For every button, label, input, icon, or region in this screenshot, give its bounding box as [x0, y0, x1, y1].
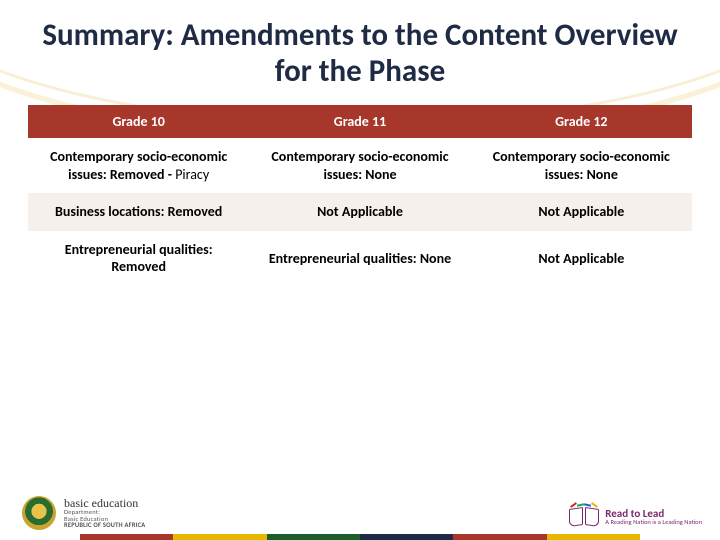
footer-stripe-bar: [80, 534, 640, 540]
table-row: Business locations: Removed Not Applicab…: [28, 193, 692, 231]
table-col-grade11: Grade 11: [249, 105, 470, 138]
cell-r1-g11: Contemporary socio-economic issues: None: [249, 138, 470, 193]
stripe: [547, 534, 640, 540]
slide-footer: basic education Department: Basic Educat…: [0, 478, 720, 540]
table-row: Contemporary socio-economic issues: Remo…: [28, 138, 692, 193]
stripe: [80, 534, 173, 540]
campaign-text: Read to Lead A Reading Nation is a Leadi…: [605, 508, 702, 526]
amendments-table: Grade 10 Grade 11 Grade 12 Contemporary …: [28, 105, 692, 286]
gov-logo-text: basic education Department: Basic Educat…: [64, 497, 145, 529]
campaign-tagline: A Reading Nation is a Leading Nation: [605, 519, 702, 526]
cell-r1-g12: Contemporary socio-economic issues: None: [471, 138, 692, 193]
cell-r2-g11: Not Applicable: [249, 193, 470, 231]
table-col-grade10: Grade 10: [28, 105, 249, 138]
slide-title: Summary: Amendments to the Content Overv…: [0, 0, 720, 97]
stripe: [173, 534, 266, 540]
table-row: Entrepreneurial qualities: Removed Entre…: [28, 231, 692, 286]
stripe: [360, 534, 453, 540]
cell-r2-g10: Business locations: Removed: [28, 193, 249, 231]
cell-r1-g10: Contemporary socio-economic issues: Remo…: [28, 138, 249, 193]
open-book-icon: [569, 504, 599, 530]
coat-of-arms-icon: [22, 496, 56, 530]
stripe: [453, 534, 546, 540]
gov-logo: basic education Department: Basic Educat…: [22, 496, 145, 530]
gov-logo-country: REPUBLIC OF SOUTH AFRICA: [64, 522, 145, 529]
stripe: [267, 534, 360, 540]
cell-r3-g11: Entrepreneurial qualities: None: [249, 231, 470, 286]
table-col-grade12: Grade 12: [471, 105, 692, 138]
cell-r3-g10: Entrepreneurial qualities: Removed: [28, 231, 249, 286]
table-header-row: Grade 10 Grade 11 Grade 12: [28, 105, 692, 138]
cell-r3-g12: Not Applicable: [471, 231, 692, 286]
cell-r2-g12: Not Applicable: [471, 193, 692, 231]
campaign-logo: Read to Lead A Reading Nation is a Leadi…: [569, 504, 702, 530]
